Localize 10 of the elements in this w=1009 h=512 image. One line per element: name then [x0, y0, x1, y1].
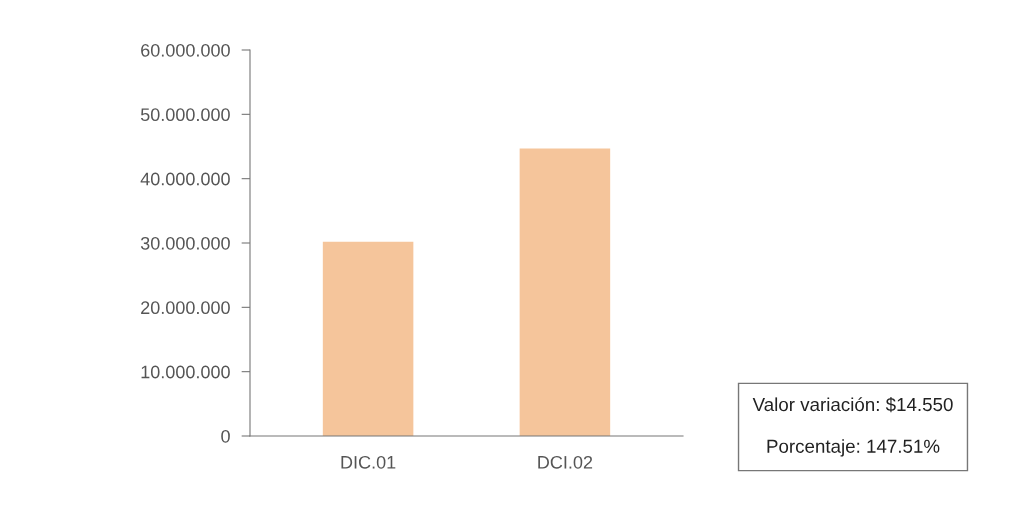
y-tick-label: 30.000.000 — [140, 236, 230, 250]
x-tick-label: DIC.01 — [341, 455, 396, 469]
y-tick-label: 40.000.000 — [140, 172, 230, 186]
y-tick-label: 50.000.000 — [140, 108, 230, 122]
y-tick-label: 60.000.000 — [141, 43, 230, 57]
y-tick-label: 10.000.000 — [141, 365, 230, 379]
x-tick-label: DCI.02 — [538, 455, 593, 469]
y-tick-label: 20.000.000 — [141, 301, 230, 315]
y-tick-label: 0 — [221, 429, 230, 443]
text: Valor variación: $14.550 Porcentaje: 147.51% — [752, 397, 953, 457]
